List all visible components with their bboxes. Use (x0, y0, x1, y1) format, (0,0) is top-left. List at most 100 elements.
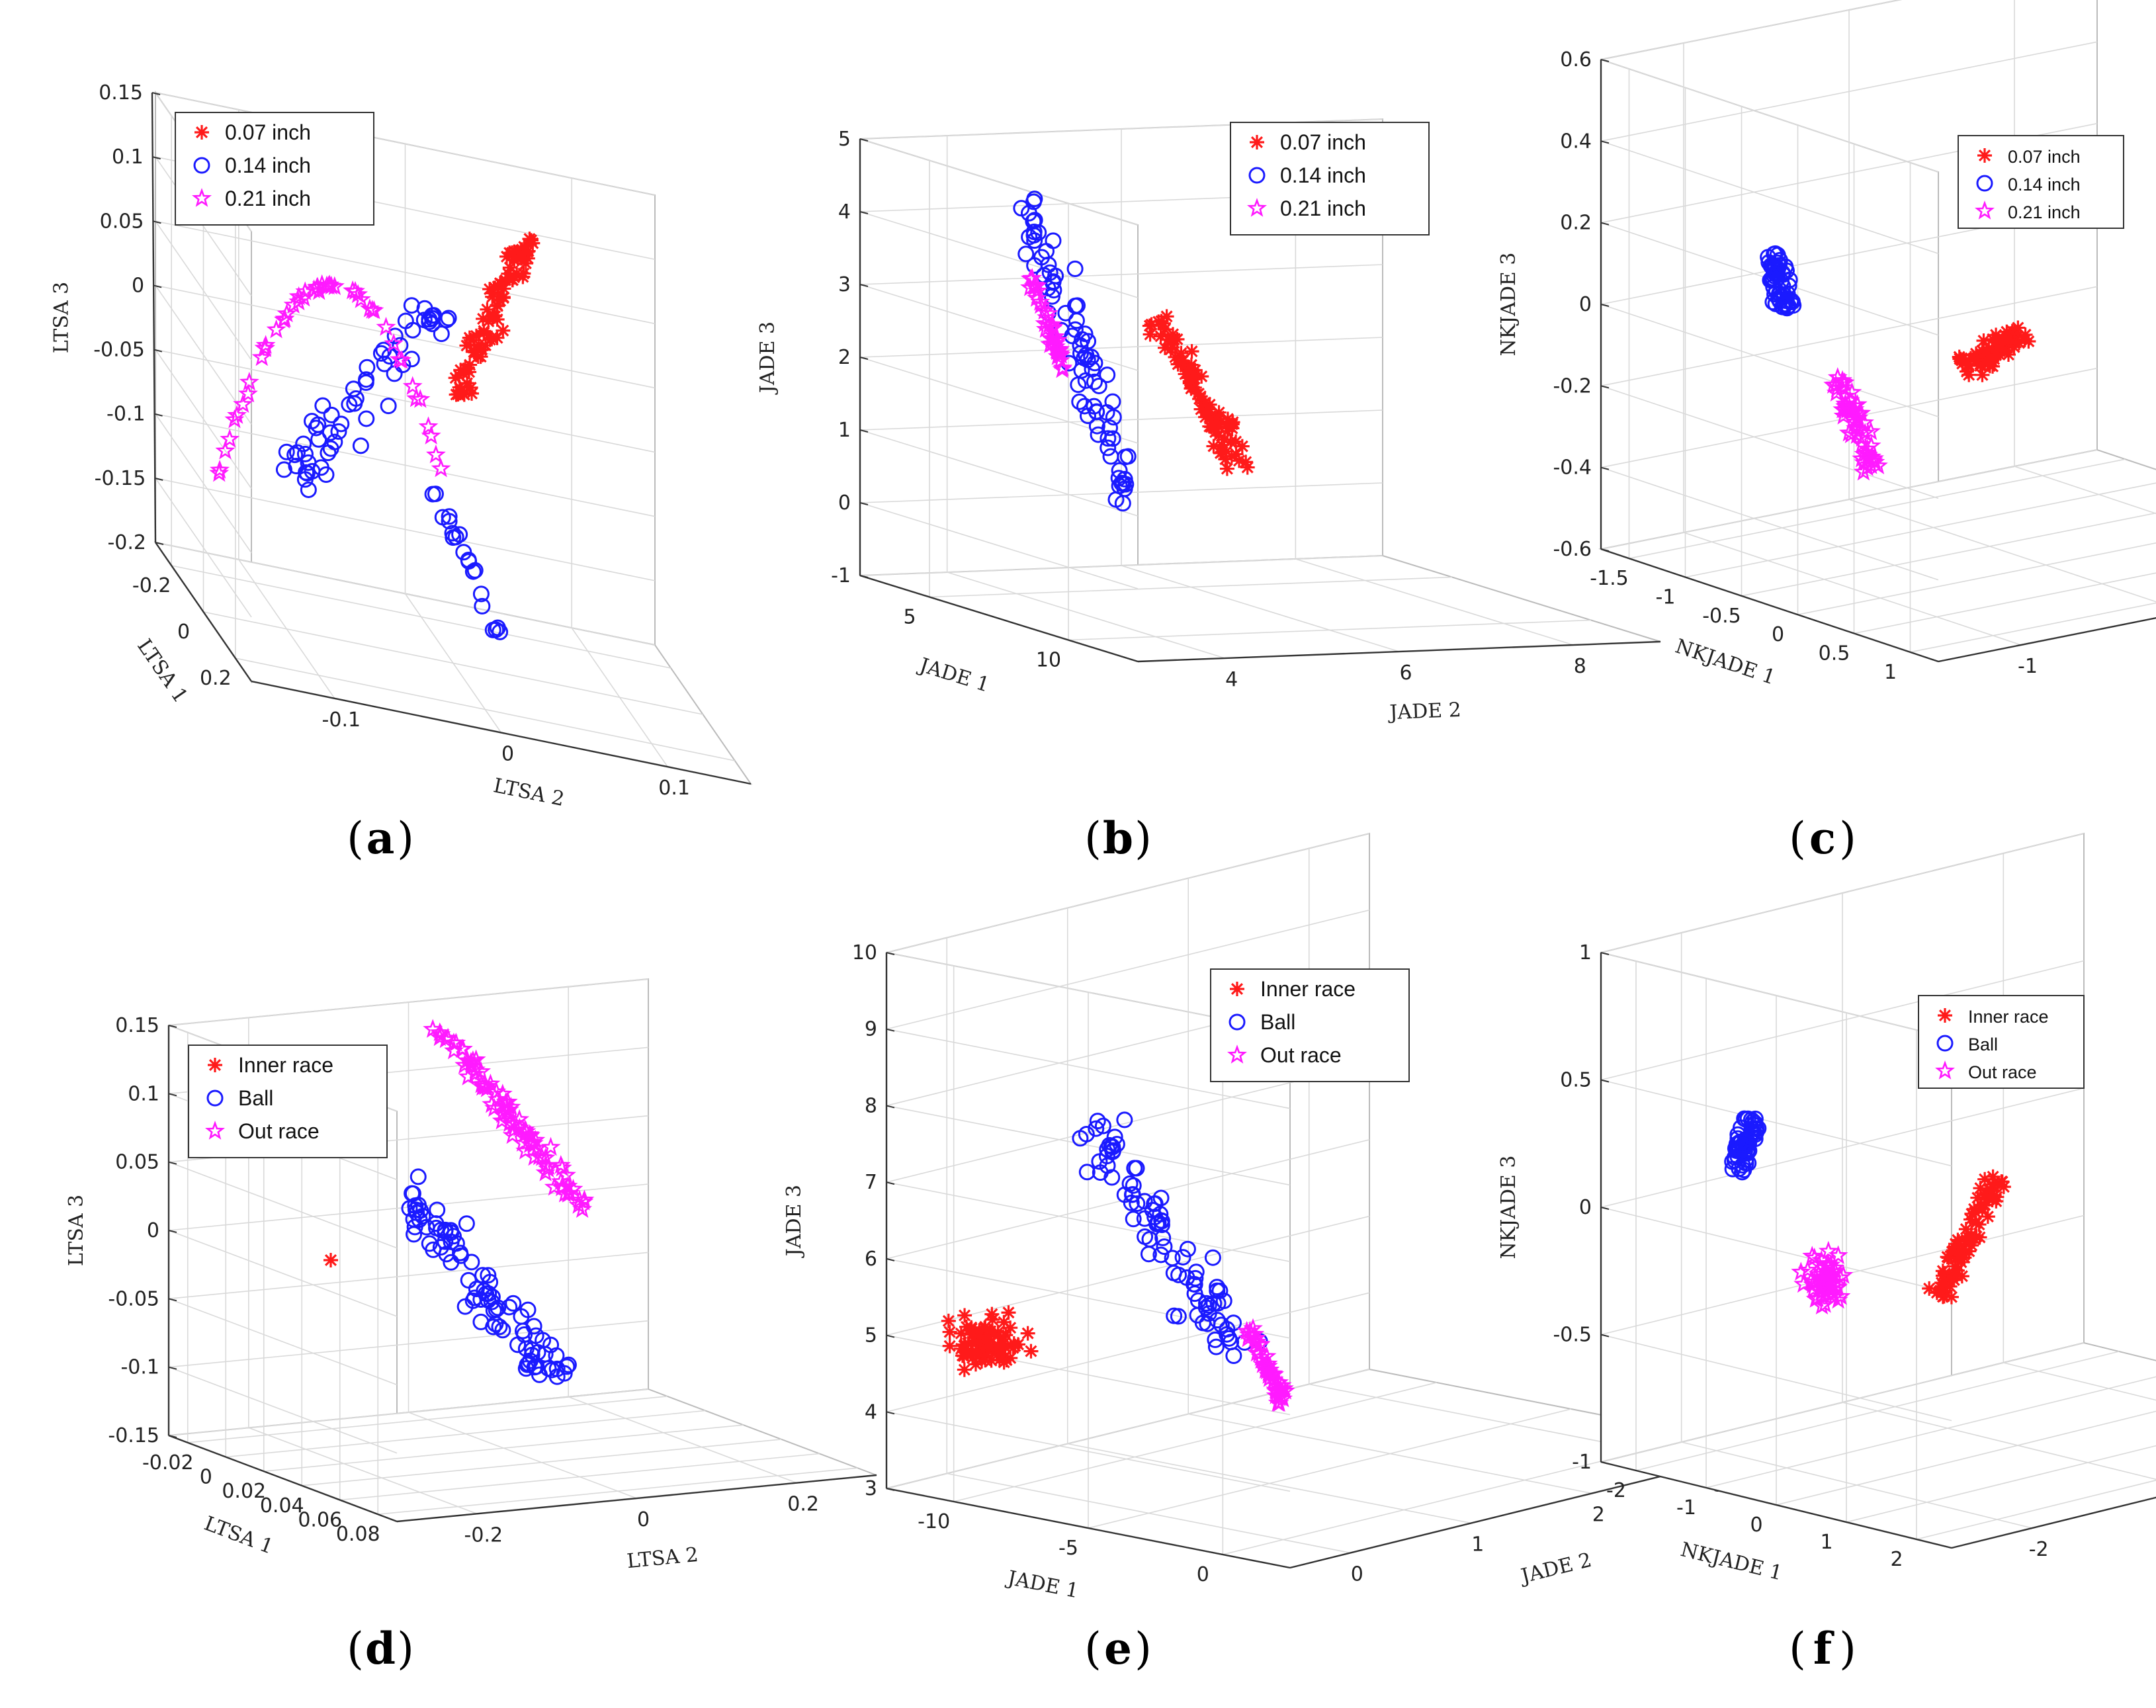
x-axis-label: JADE 1 (915, 653, 992, 697)
data-point (489, 619, 506, 636)
series-0-14-inch (1760, 245, 1802, 317)
data-point (1154, 1229, 1172, 1246)
data-point (375, 341, 392, 359)
data-point (1993, 340, 2008, 355)
data-point (1834, 372, 1854, 392)
data-point (1106, 1129, 1123, 1146)
z-tick (886, 1334, 895, 1338)
legend-entry: 0.14 inch (225, 153, 311, 177)
legend-entry: 0.07 inch (2008, 147, 2081, 167)
grid-line (1683, 532, 2022, 646)
data-point (1989, 1193, 2004, 1209)
data-point (1192, 392, 1207, 407)
data-point (460, 361, 475, 376)
x-tick-label: 0 (1750, 1514, 1762, 1537)
data-point (976, 1349, 992, 1364)
data-point (1170, 357, 1186, 372)
data-point (1098, 1148, 1115, 1165)
data-point (550, 1154, 571, 1174)
data-point (1170, 1266, 1187, 1283)
data-point (523, 233, 539, 248)
data-point (255, 335, 276, 354)
panel-caption: (b) (1084, 812, 1152, 864)
y-tick-label: 8 (1574, 655, 1586, 678)
data-point (1969, 1215, 1984, 1230)
data-point (1152, 1205, 1169, 1222)
z-tick (886, 1488, 895, 1491)
z-tick-label: 5 (838, 128, 851, 151)
data-point (574, 1189, 595, 1209)
data-point (1244, 1328, 1265, 1347)
grid-line (859, 502, 1139, 589)
data-point (1035, 319, 1056, 338)
data-point (1197, 1295, 1215, 1312)
caption-paren-close: ) (1839, 813, 1856, 864)
z-tick-label: 5 (865, 1324, 877, 1347)
data-point (1040, 256, 1057, 273)
data-point (1741, 1134, 1758, 1152)
data-point (462, 1050, 483, 1070)
data-point (1852, 434, 1872, 453)
data-point (1240, 460, 1255, 475)
x-tick-label: -2 (1606, 1479, 1626, 1502)
data-point (1137, 1228, 1154, 1246)
legend-marker (1938, 1008, 1952, 1023)
legend-marker (1935, 1060, 1955, 1080)
grid-line (248, 1427, 478, 1515)
data-point (957, 1308, 972, 1323)
data-point (1975, 1201, 1990, 1217)
legend-entry: 0.21 inch (2008, 202, 2081, 222)
z-tick-label: -1 (831, 564, 851, 587)
y-tick-label: -0.2 (464, 1523, 503, 1547)
y-tick-label: 4 (1225, 668, 1238, 691)
x-tick-label: -1 (1656, 586, 1676, 609)
series-0-21-inch (209, 274, 451, 482)
x-axis-label: LTSA 1 (132, 635, 192, 707)
legend-marker (208, 1058, 222, 1072)
grid-line (1067, 1443, 1471, 1524)
data-point (298, 464, 315, 481)
data-point (404, 1185, 421, 1202)
legend: 0.07 inch 0.14 inch 0.21 inch (175, 112, 374, 226)
data-point (372, 345, 390, 362)
series-inner-race (1922, 1169, 2011, 1304)
z-tick (1600, 1079, 1610, 1083)
z-tick (153, 284, 162, 288)
data-point (1935, 1268, 1950, 1283)
z-tick (153, 349, 163, 353)
x-tick-label: 0.08 (336, 1523, 380, 1546)
data-point (1151, 314, 1166, 329)
data-point (2017, 332, 2032, 347)
caption-paren-close: ) (397, 813, 414, 864)
z-tick-label: 4 (838, 200, 851, 224)
data-point (2004, 333, 2019, 349)
data-point (210, 459, 230, 479)
panel-b: -1 0 1 2 3 4 5 5 10 4 6 8 JADE 3 JADE 1 JADE 2 0.07 inc… (756, 118, 1661, 864)
y-axis (1951, 1496, 2156, 1549)
z-tick (1600, 140, 1610, 144)
x-axis (168, 1434, 398, 1523)
grid-line (168, 1230, 398, 1317)
data-point (1218, 452, 1233, 467)
z-tick-label: 0.1 (112, 146, 144, 169)
legend-entry: 0.21 inch (225, 187, 311, 210)
data-point (1153, 329, 1168, 344)
data-point (543, 1361, 560, 1379)
data-point (509, 1109, 530, 1129)
data-point (239, 372, 259, 391)
z-tick (1600, 1461, 1610, 1465)
data-point (1791, 1261, 1811, 1281)
data-point (1803, 1279, 1823, 1299)
legend-entry: Ball (1260, 1010, 1295, 1034)
x-tick-label: 0 (177, 620, 190, 644)
x-tick-label: 1 (1884, 661, 1897, 684)
data-point (1726, 1152, 1743, 1170)
data-point (1104, 430, 1121, 447)
x-tick-label: 0.06 (298, 1509, 342, 1532)
data-point (304, 413, 321, 430)
series-inner-race (323, 1253, 338, 1267)
z-tick-label: 0 (838, 491, 851, 515)
legend-box (188, 1045, 388, 1158)
y-tick-label: -2 (2029, 1538, 2049, 1561)
data-point (1170, 1308, 1187, 1325)
